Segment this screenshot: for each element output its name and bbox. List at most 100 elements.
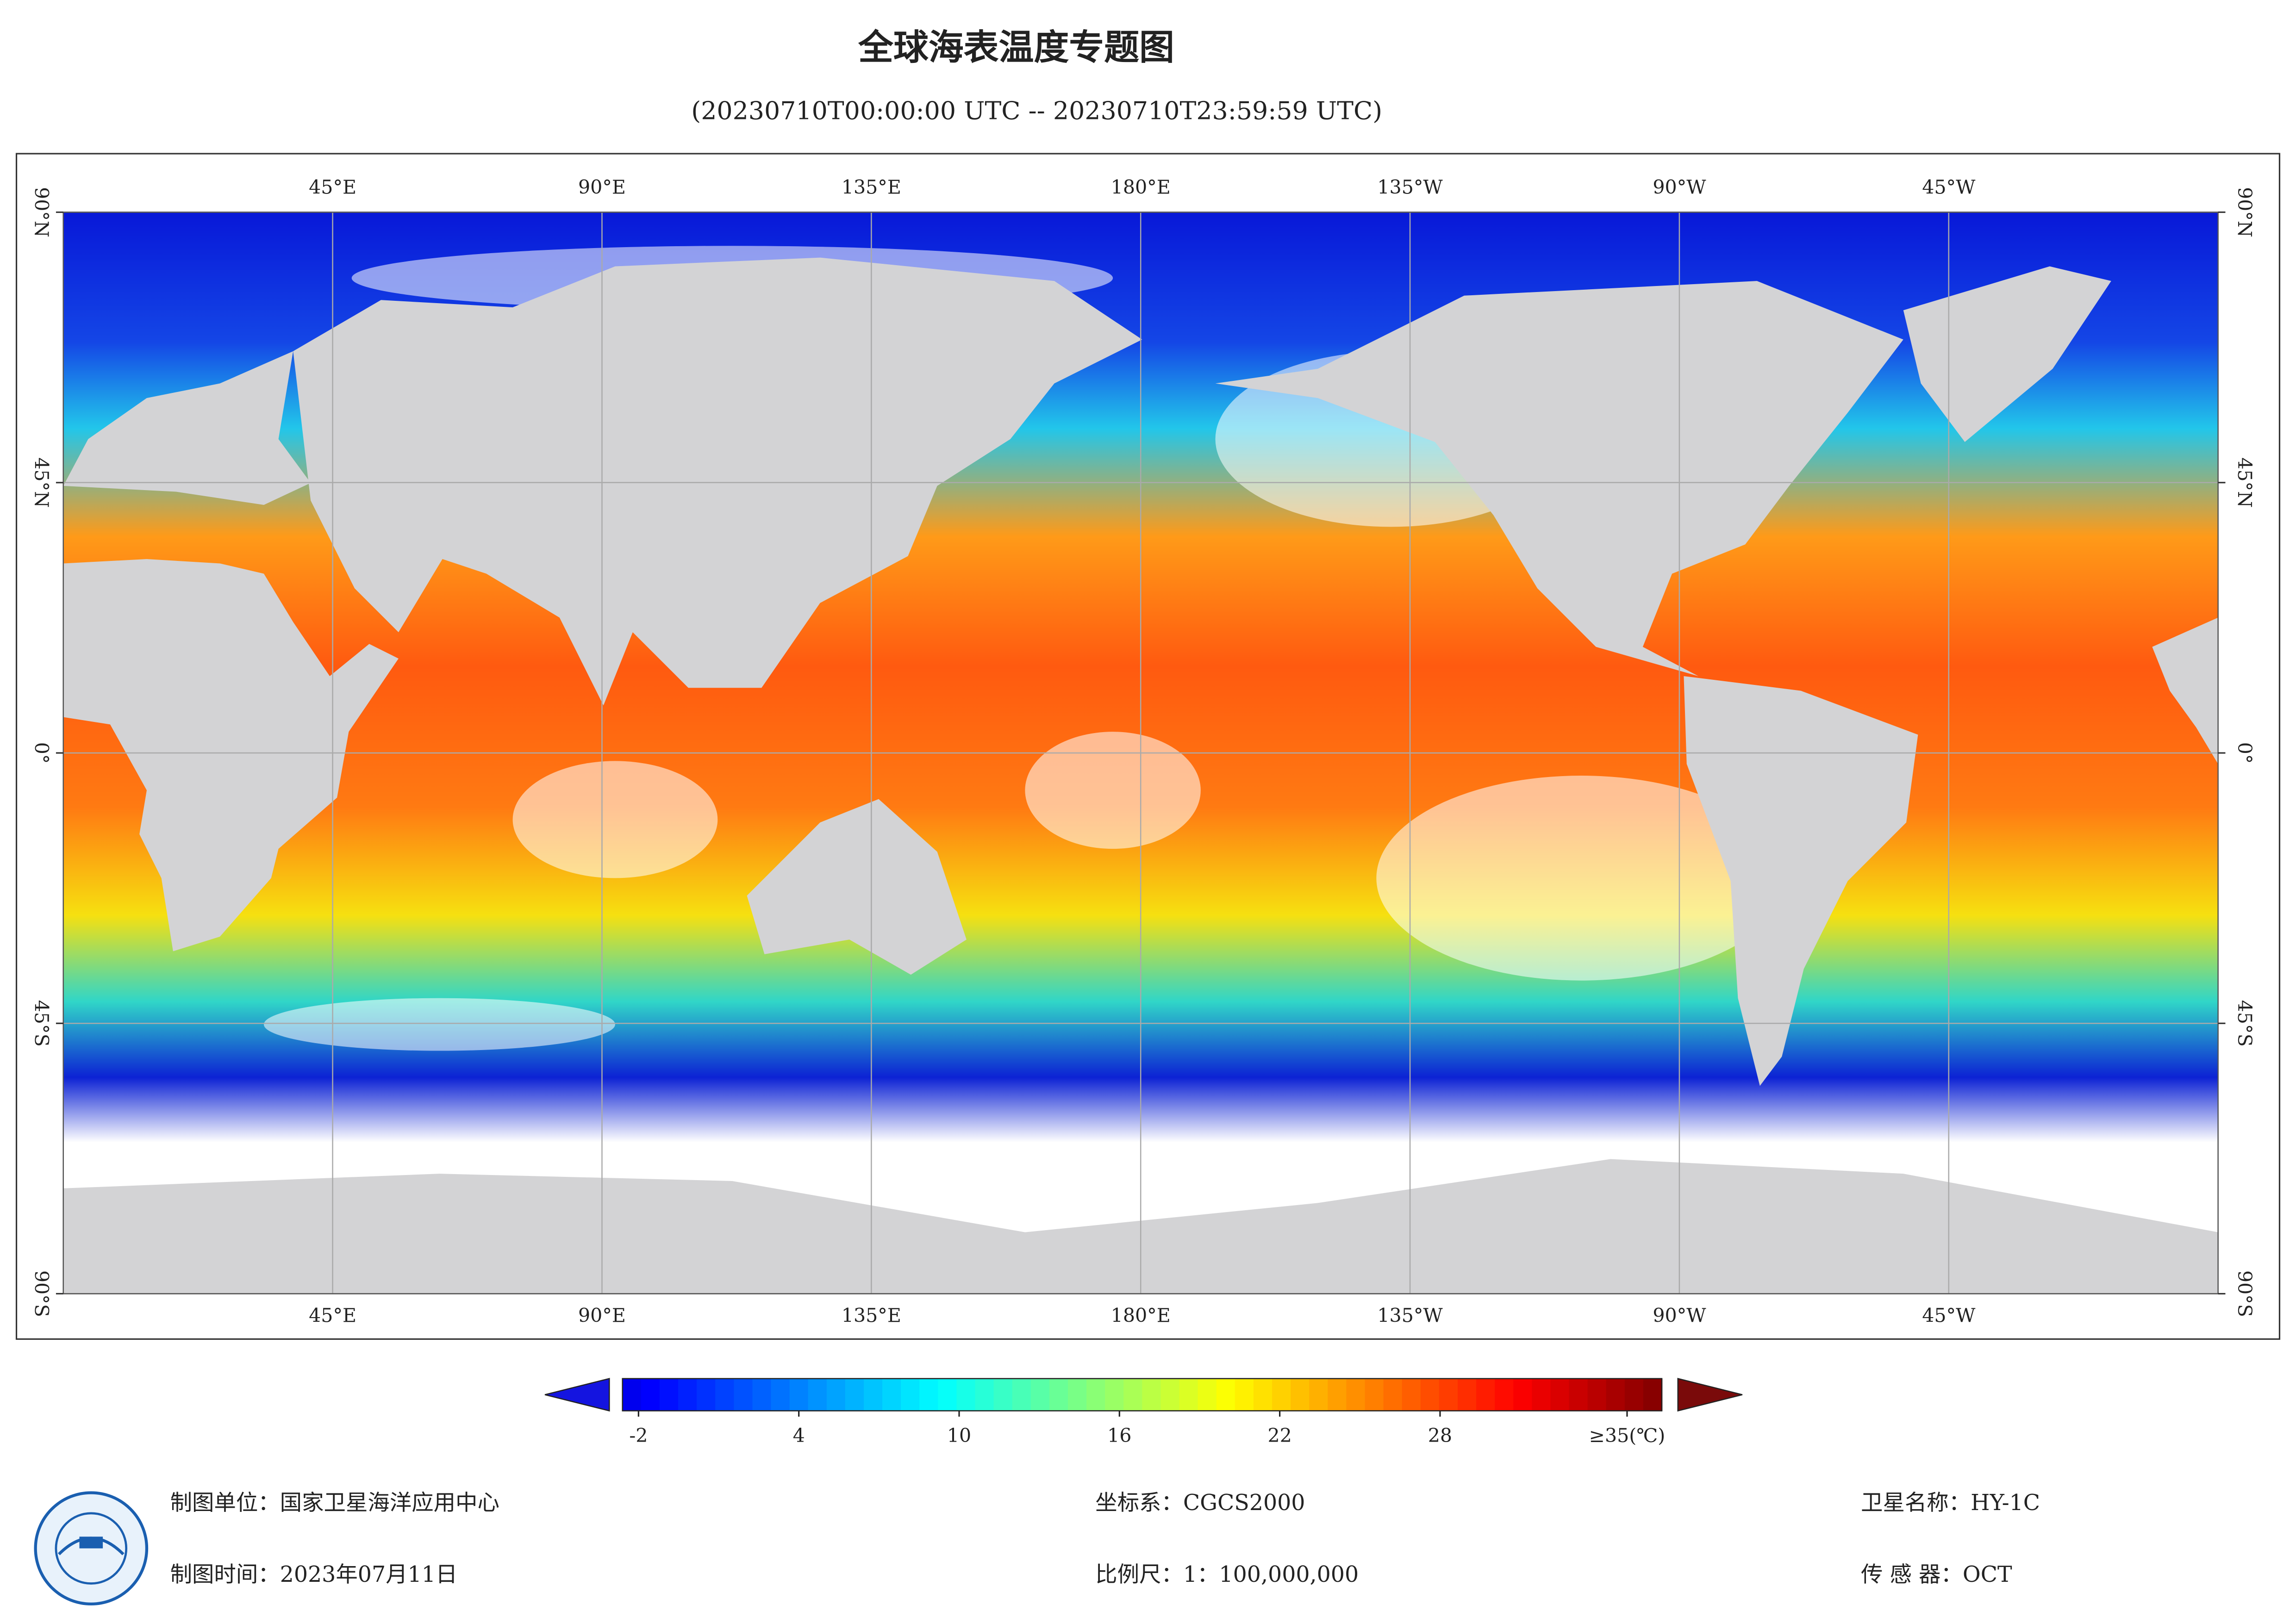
colorbar-cell <box>1606 1378 1626 1411</box>
colorbar-cell <box>1532 1378 1551 1411</box>
lon-label-top: 45°E <box>309 176 356 198</box>
footer-sensor: 传 感 器：OCT <box>1861 1562 2012 1587</box>
lat-label-left: 90°N <box>31 187 53 237</box>
land <box>2152 617 2218 764</box>
colorbar-cell <box>1291 1378 1310 1411</box>
colorbar-cell <box>1105 1378 1124 1411</box>
colorbar-cell <box>956 1378 976 1411</box>
colorbar-cell <box>993 1378 1013 1411</box>
land <box>1903 266 2111 442</box>
lat-label-left: 45°N <box>31 457 53 508</box>
colorbar-cell <box>1439 1378 1459 1411</box>
colorbar-low-arrow <box>544 1378 610 1412</box>
colorbar-cell <box>1643 1378 1663 1411</box>
colorbar-cell <box>1235 1378 1254 1411</box>
lon-label-top: 135°W <box>1377 176 1443 198</box>
footer-crs: 坐标系：CGCS2000 <box>1095 1490 1305 1516</box>
colorbar-cell <box>1383 1378 1403 1411</box>
colorbar-tick-label: -2 <box>629 1424 648 1447</box>
lon-label-bottom: 180°E <box>1111 1305 1171 1327</box>
lat-label-left: 90°S <box>31 1270 53 1317</box>
colorbar-cell <box>1402 1378 1422 1411</box>
colorbar: -2 4 10 16 22 28 ≥35(℃) <box>544 1378 1743 1447</box>
colorbar-cell <box>1495 1378 1514 1411</box>
colorbar-cell <box>808 1378 828 1411</box>
colorbar-cell <box>789 1378 809 1411</box>
map-frame <box>15 153 2281 1340</box>
colorbar-cell <box>1049 1378 1069 1411</box>
lon-label-top: 180°E <box>1111 176 1171 198</box>
colorbar-cell <box>1216 1378 1236 1411</box>
colorbar-cell <box>1160 1378 1180 1411</box>
colorbar-cell <box>1012 1378 1032 1411</box>
colorbar-cell <box>845 1378 865 1411</box>
colorbar-cell <box>826 1378 846 1411</box>
colorbar-cell <box>641 1378 661 1411</box>
land <box>63 559 399 951</box>
colorbar-cell <box>1420 1378 1440 1411</box>
land <box>63 351 311 505</box>
colorbar-high-arrow <box>1677 1378 1743 1412</box>
land <box>1215 281 1903 676</box>
lat-label-left: 45°S <box>31 1000 53 1047</box>
lat-label-right: 0° <box>2234 742 2256 764</box>
colorbar-cell <box>1067 1378 1087 1411</box>
lat-label-left: 0° <box>31 742 53 764</box>
colorbar-cell <box>1476 1378 1496 1411</box>
footer-scale: 比例尺：1：100,000,000 <box>1095 1562 1359 1587</box>
land <box>293 257 1142 706</box>
colorbar-cell <box>1587 1378 1607 1411</box>
colorbar-cell <box>1123 1378 1143 1411</box>
colorbar-cell <box>901 1378 920 1411</box>
land <box>747 799 967 975</box>
lon-label-bottom: 135°W <box>1377 1305 1443 1327</box>
colorbar-cell <box>975 1378 994 1411</box>
colorbar-tick-label: ≥35(℃) <box>1589 1424 1666 1447</box>
map-area <box>62 211 2219 1294</box>
lon-label-top: 45°W <box>1922 176 1976 198</box>
colorbar-cell <box>1198 1378 1217 1411</box>
logo <box>34 1491 149 1606</box>
lon-label-bottom: 135°E <box>842 1305 901 1327</box>
colorbar-cell <box>1272 1378 1292 1411</box>
colorbar-tick-label: 28 <box>1428 1424 1452 1447</box>
colorbar-cell <box>938 1378 957 1411</box>
colorbar-cell <box>919 1378 939 1411</box>
lon-label-bottom: 90°W <box>1653 1305 1706 1327</box>
colorbar-cell <box>734 1378 753 1411</box>
lon-label-bottom: 45°E <box>309 1305 356 1327</box>
footer-date: 制图时间：2023年07月11日 <box>170 1562 458 1587</box>
colorbar-cell <box>1624 1378 1644 1411</box>
colorbar-cell <box>882 1378 902 1411</box>
lon-label-bottom: 45°W <box>1922 1305 1976 1327</box>
colorbar-tick-label: 16 <box>1107 1424 1131 1447</box>
colorbar-cell <box>1569 1378 1588 1411</box>
colorbar-cell <box>1142 1378 1161 1411</box>
footer-unit: 制图单位：国家卫星海洋应用中心 <box>170 1490 499 1516</box>
lat-label-right: 45°S <box>2234 1000 2256 1047</box>
colorbar-cell <box>863 1378 883 1411</box>
colorbar-cell <box>1365 1378 1384 1411</box>
colorbar-cell <box>1086 1378 1106 1411</box>
colorbar-cell <box>771 1378 790 1411</box>
subtitle: (20230710T00:00:00 UTC -- 20230710T23:59… <box>691 96 1382 125</box>
colorbar-cell <box>1030 1378 1050 1411</box>
colorbar-cell <box>697 1378 716 1411</box>
colorbar-tick-label: 4 <box>793 1424 805 1447</box>
lon-label-top: 135°E <box>842 176 901 198</box>
colorbar-cell <box>715 1378 735 1411</box>
colorbar-cell <box>1309 1378 1329 1411</box>
colorbar-tick-label: 22 <box>1267 1424 1292 1447</box>
colorbar-cell <box>659 1378 679 1411</box>
colorbar-cell <box>1346 1378 1366 1411</box>
footer-satellite: 卫星名称：HY-1C <box>1861 1490 2040 1516</box>
colorbar-cell <box>1253 1378 1273 1411</box>
colorbar-cell <box>622 1378 642 1411</box>
lat-label-right: 90°S <box>2234 1270 2256 1317</box>
lon-label-top: 90°W <box>1653 176 1706 198</box>
title: 全球海表温度专题图 <box>858 27 1174 68</box>
colorbar-cell <box>1550 1378 1570 1411</box>
colorbar-cell <box>752 1378 772 1411</box>
